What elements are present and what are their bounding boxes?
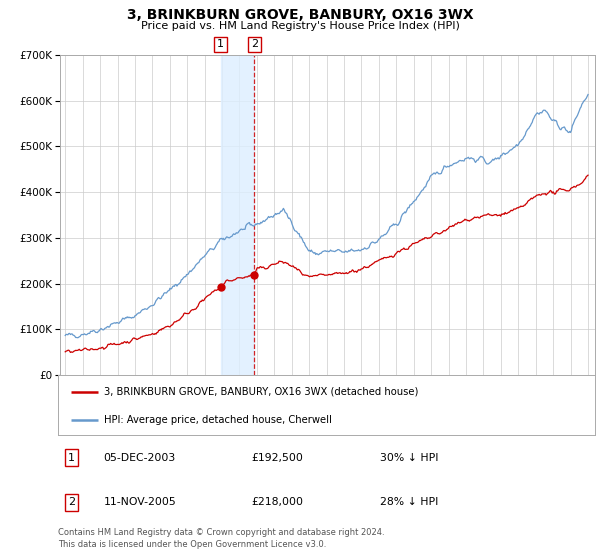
Text: 3, BRINKBURN GROVE, BANBURY, OX16 3WX: 3, BRINKBURN GROVE, BANBURY, OX16 3WX	[127, 8, 473, 22]
Text: 11-NOV-2005: 11-NOV-2005	[104, 497, 176, 507]
Text: 1: 1	[68, 452, 75, 463]
Text: Price paid vs. HM Land Registry's House Price Index (HPI): Price paid vs. HM Land Registry's House …	[140, 21, 460, 31]
Text: HPI: Average price, detached house, Cherwell: HPI: Average price, detached house, Cher…	[104, 415, 332, 425]
Text: 30% ↓ HPI: 30% ↓ HPI	[380, 452, 439, 463]
Text: 3, BRINKBURN GROVE, BANBURY, OX16 3WX (detached house): 3, BRINKBURN GROVE, BANBURY, OX16 3WX (d…	[104, 387, 418, 397]
Text: 28% ↓ HPI: 28% ↓ HPI	[380, 497, 439, 507]
Text: £218,000: £218,000	[251, 497, 304, 507]
Bar	[221, 55, 254, 375]
Text: £192,500: £192,500	[251, 452, 303, 463]
Text: Contains HM Land Registry data © Crown copyright and database right 2024.
This d: Contains HM Land Registry data © Crown c…	[58, 528, 385, 549]
Text: 2: 2	[68, 497, 75, 507]
Text: 05-DEC-2003: 05-DEC-2003	[104, 452, 176, 463]
Text: 2: 2	[251, 39, 258, 49]
Text: 1: 1	[217, 39, 224, 49]
